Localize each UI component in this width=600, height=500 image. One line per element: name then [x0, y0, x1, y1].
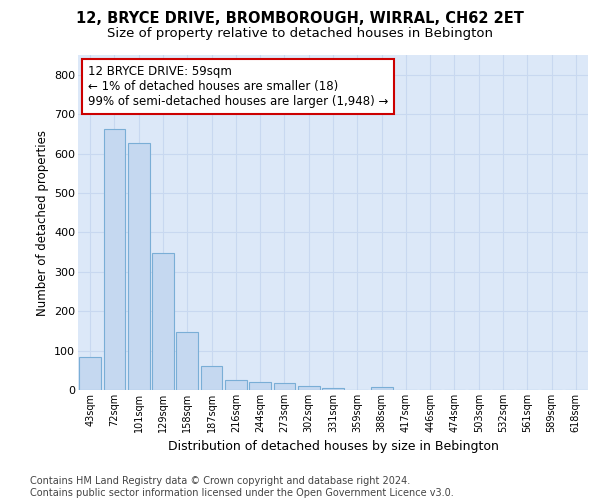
- Bar: [274, 384, 295, 390]
- Bar: [200, 366, 223, 390]
- Y-axis label: Number of detached properties: Number of detached properties: [35, 130, 49, 316]
- Bar: [298, 386, 320, 390]
- Bar: [322, 388, 344, 390]
- Bar: [152, 253, 174, 390]
- Text: Contains HM Land Registry data © Crown copyright and database right 2024.
Contai: Contains HM Land Registry data © Crown c…: [30, 476, 454, 498]
- Text: Size of property relative to detached houses in Bebington: Size of property relative to detached ho…: [107, 28, 493, 40]
- Bar: [225, 380, 247, 390]
- Text: 12 BRYCE DRIVE: 59sqm
← 1% of detached houses are smaller (18)
99% of semi-detac: 12 BRYCE DRIVE: 59sqm ← 1% of detached h…: [88, 65, 389, 108]
- X-axis label: Distribution of detached houses by size in Bebington: Distribution of detached houses by size …: [167, 440, 499, 454]
- Bar: [104, 128, 125, 390]
- Bar: [79, 358, 101, 390]
- Bar: [371, 387, 392, 390]
- Bar: [128, 143, 149, 390]
- Bar: [176, 332, 198, 390]
- Text: 12, BRYCE DRIVE, BROMBOROUGH, WIRRAL, CH62 2ET: 12, BRYCE DRIVE, BROMBOROUGH, WIRRAL, CH…: [76, 11, 524, 26]
- Bar: [249, 382, 271, 390]
